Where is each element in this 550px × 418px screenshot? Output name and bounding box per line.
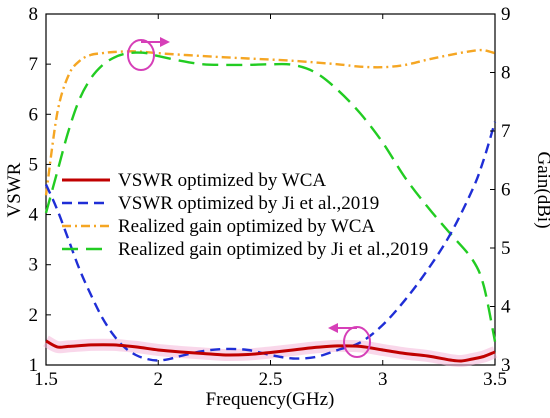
series-line-1 <box>45 339 496 363</box>
y-left-tick-label: 4 <box>29 205 39 226</box>
y-right-tick-label: 5 <box>501 238 511 259</box>
legend-label: Realized gain optimized by WCA <box>118 216 375 237</box>
vswr-axis-marker-arrowhead <box>328 323 338 333</box>
y-right-tick-label: 8 <box>501 63 511 84</box>
y-axis-label-left: VSWR <box>4 162 25 217</box>
x-axis-label: Frequency(GHz) <box>206 389 335 410</box>
y-left-tick-label: 7 <box>29 54 39 75</box>
y-axis-label-right: Gain(dBi) <box>533 151 550 228</box>
series-line-4 <box>44 51 497 342</box>
legend-label: VSWR optimized by Ji et al.,2019 <box>118 193 379 214</box>
y-left-tick-label: 5 <box>29 154 39 175</box>
x-tick-label: 3 <box>378 369 388 390</box>
annotation-markers <box>127 37 371 358</box>
x-tick-label: 3.5 <box>483 369 507 390</box>
plot-area <box>45 13 496 366</box>
y-left-tick-label: 2 <box>29 305 39 326</box>
legend-label: Realized gain optimized by Ji et al.,201… <box>118 239 428 260</box>
y-right-tick-label: 7 <box>501 121 511 142</box>
y-left-tick-label: 8 <box>29 4 39 25</box>
gain-axis-marker-ring <box>127 39 155 71</box>
legend-label: VSWR optimized by WCA <box>118 170 326 191</box>
x-tick-label: 1.5 <box>34 369 58 390</box>
y-right-tick-label: 9 <box>501 4 511 25</box>
y-left-tick-label: 6 <box>29 104 39 125</box>
x-tick-label: 2.5 <box>259 369 283 390</box>
gain-axis-marker-arrowhead <box>160 37 170 47</box>
series-line-3 <box>44 48 496 196</box>
series-line-2 <box>44 121 497 362</box>
y-right-tick-label: 4 <box>501 297 511 318</box>
y-right-tick-label: 3 <box>501 355 511 376</box>
x-tick-label: 2 <box>154 369 164 390</box>
series-layer <box>44 48 497 363</box>
y-left-tick-label: 3 <box>29 255 39 276</box>
y-right-tick-label: 6 <box>501 180 511 201</box>
y-left-tick-label: 1 <box>29 355 39 376</box>
